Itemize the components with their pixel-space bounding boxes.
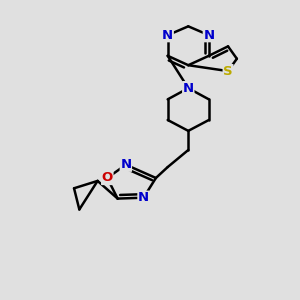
Text: N: N — [203, 29, 214, 42]
Text: O: O — [102, 172, 113, 184]
Text: N: N — [138, 191, 149, 204]
Text: N: N — [162, 29, 173, 42]
Text: N: N — [183, 82, 194, 95]
Text: N: N — [120, 158, 131, 171]
Text: S: S — [223, 64, 233, 78]
